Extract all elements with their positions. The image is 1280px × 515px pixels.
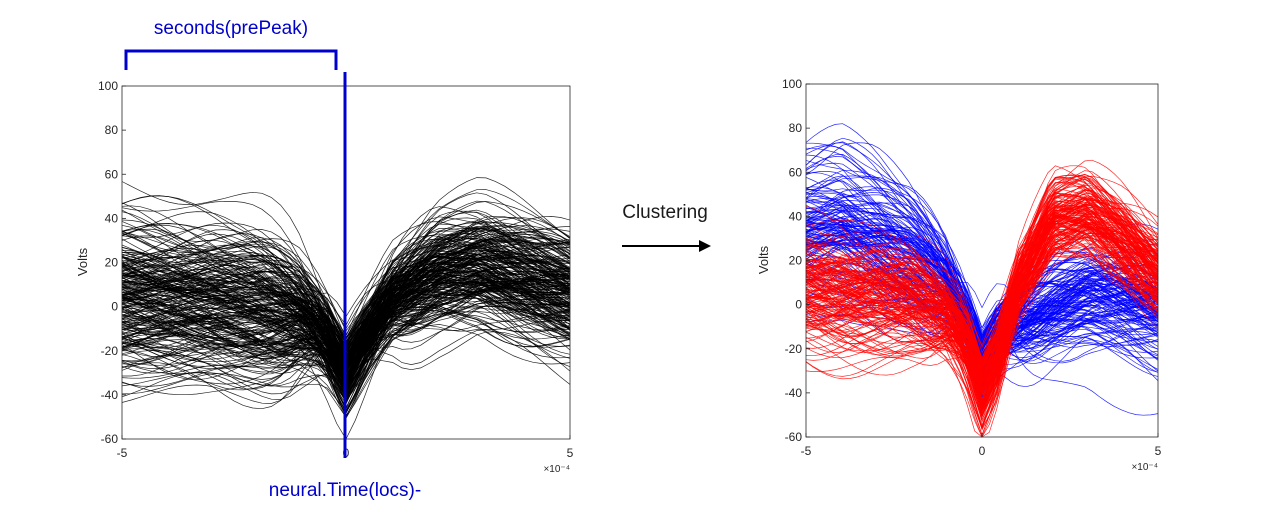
- clustering-label: Clustering: [622, 202, 708, 223]
- spike-trace: [805, 212, 1159, 393]
- spike-trace: [805, 213, 1159, 367]
- spike-trace: [805, 217, 1159, 384]
- y-tick-label: 60: [105, 167, 119, 181]
- x-tick-label: -5: [117, 446, 128, 460]
- y-tick-label: 80: [105, 123, 119, 137]
- y-tick-label: 40: [105, 211, 119, 225]
- spike-trace: [805, 207, 1159, 340]
- x-exponent-label-right: ×10⁻⁴: [1131, 462, 1158, 473]
- spike-trace: [805, 212, 1159, 363]
- spike-trace: [805, 226, 1159, 404]
- spike-trace: [805, 123, 1159, 352]
- y-tick-label: -40: [785, 386, 803, 400]
- spike-trace: [805, 199, 1159, 390]
- axes-ticks-right: -60 -40 -20 0 20 40 60 80 100 -5 0 5: [782, 77, 1162, 458]
- spike-trace: [805, 173, 1159, 401]
- spike-trace: [805, 226, 1159, 388]
- x-exponent-label: ×10⁻⁴: [543, 464, 570, 475]
- spike-trace: [805, 191, 1159, 411]
- x-tick-label: 5: [1155, 444, 1162, 458]
- spike-trace: [805, 239, 1159, 407]
- y-tick-label: 60: [789, 165, 803, 179]
- y-tick-label: -60: [785, 430, 803, 444]
- y-tick-label: -40: [101, 388, 119, 402]
- spike-trace: [805, 222, 1159, 368]
- spike-trace: [805, 219, 1159, 366]
- y-tick-label: -60: [101, 432, 119, 446]
- clustered-traces-group: [805, 123, 1159, 438]
- spike-trace: [805, 154, 1159, 337]
- spike-trace: [805, 176, 1159, 419]
- y-tick-label: 20: [105, 256, 119, 270]
- spike-trace: [805, 215, 1159, 396]
- spike-trace: [805, 255, 1159, 381]
- y-tick-label: -20: [101, 344, 119, 358]
- y-tick-label: 100: [782, 77, 802, 91]
- spike-trace: [805, 244, 1159, 364]
- spike-trace: [805, 240, 1159, 355]
- y-tick-label: -20: [785, 342, 803, 356]
- spike-trace: [805, 204, 1159, 392]
- prepeak-bracket: [124, 49, 338, 70]
- spike-trace: [805, 226, 1159, 402]
- x-tick-label: -5: [801, 444, 812, 458]
- annotation-overlay: seconds(prePeak) neural.Time(locs)-: [124, 18, 421, 501]
- spike-trace: [805, 214, 1159, 428]
- spike-trace: [805, 232, 1159, 348]
- chart-clustered-spikes: -60 -40 -20 0 20 40 60 80 100 -5 0 5 Volts ×10⁻⁴: [756, 77, 1162, 473]
- x-tick-label: 5: [567, 446, 574, 460]
- y-tick-label: 0: [795, 298, 802, 312]
- clustering-step: Clustering: [622, 202, 711, 252]
- y-tick-label: 40: [789, 209, 803, 223]
- y-axis-label: Volts: [75, 247, 90, 276]
- spike-trace: [805, 192, 1159, 382]
- spike-trace: [805, 222, 1159, 375]
- spike-trace: [805, 204, 1159, 403]
- seconds-prepeak-label: seconds(prePeak): [154, 18, 308, 39]
- y-tick-label: 80: [789, 121, 803, 135]
- x-tick-label: 0: [979, 444, 986, 458]
- neural-time-locs-label: neural.Time(locs)-: [269, 480, 421, 501]
- y-tick-label: 20: [789, 254, 803, 268]
- spike-trace: [805, 183, 1159, 362]
- clustering-arrow-head: [699, 240, 711, 252]
- y-axis-label-right: Volts: [756, 245, 771, 274]
- spike-trace: [805, 193, 1159, 336]
- spike-trace: [805, 207, 1159, 426]
- y-tick-label: 100: [98, 79, 118, 93]
- y-tick-label: 0: [111, 300, 118, 314]
- spike-trace: [805, 145, 1159, 342]
